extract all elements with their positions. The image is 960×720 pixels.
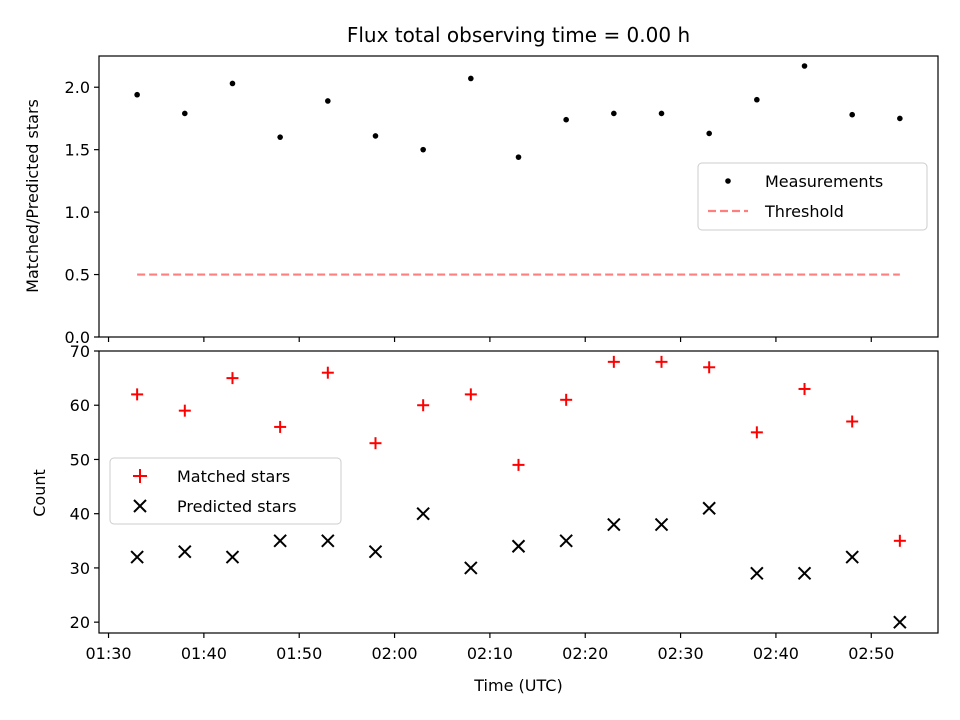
bottom-ytick-label: 70 (70, 342, 90, 361)
matched-stars-point (846, 415, 859, 428)
measurement-point (611, 110, 617, 117)
measurement-point (515, 154, 522, 160)
top-ytick-label: 2.0 (65, 78, 90, 97)
top-chart-title: Flux total observing time = 0.00 h (347, 23, 690, 47)
matched-stars-point (131, 388, 144, 401)
matched-stars-point (178, 404, 191, 417)
bottom-xtick-label: 02:20 (562, 644, 608, 663)
matched-stars-point (464, 388, 477, 401)
bottom-xtick-label: 02:30 (658, 644, 704, 663)
legend-measurements-marker (725, 178, 731, 184)
measurement-point (754, 96, 760, 103)
legend-predicted-marker (133, 499, 147, 513)
bottom-xtick-label: 01:40 (181, 644, 227, 663)
predicted-stars-point (845, 550, 859, 564)
predicted-stars-point (607, 517, 621, 532)
top-ytick-label: 1.5 (65, 141, 90, 160)
bottom-ytick-label: 20 (70, 613, 90, 632)
matched-stars-point (512, 458, 525, 471)
measurement-point (134, 91, 140, 98)
matched-stars-point (703, 361, 716, 374)
predicted-stars-point (702, 501, 716, 515)
bottom-ytick-label: 30 (70, 559, 90, 578)
predicted-stars-point (178, 544, 192, 559)
measurement-point (801, 63, 808, 69)
top-axes: Flux total observing time = 0.00 h Match… (23, 23, 939, 347)
predicted-stars-point (130, 550, 144, 564)
measurement-point (658, 110, 665, 117)
predicted-stars-point (797, 566, 812, 581)
matched-stars-point (369, 437, 382, 450)
bottom-xtick-label: 01:50 (276, 644, 322, 663)
legend-measurements-label: Measurements (765, 172, 883, 191)
measurement-point (372, 133, 379, 139)
predicted-stars-point (750, 566, 764, 581)
matched-stars-point (607, 355, 620, 368)
predicted-stars-point (321, 534, 335, 548)
bottom-xtick-label: 02:40 (753, 644, 799, 663)
bottom-xtick-label: 02:00 (372, 644, 418, 663)
predicted-stars-point (893, 615, 907, 629)
predicted-stars-point (225, 550, 240, 564)
measurement-point (325, 98, 331, 104)
top-ytick-label: 0.5 (65, 266, 90, 285)
matched-stars-point (321, 366, 334, 379)
bottom-xtick-label: 02:10 (467, 644, 513, 663)
top-ytick-label: 1.0 (65, 203, 90, 222)
measurement-point (706, 130, 712, 137)
bottom-axes: Count Time (UTC) 20 30 40 50 60 70 01:30 01:40… (30, 342, 939, 695)
predicted-stars-point (368, 544, 383, 559)
matched-stars-point (560, 393, 573, 406)
measurement-point (229, 80, 236, 87)
bottom-xlabel: Time (UTC) (473, 676, 562, 695)
predicted-stars-point (464, 561, 478, 575)
measurement-point (563, 116, 569, 123)
top-plot-frame (98, 55, 939, 338)
measurement-point (849, 111, 855, 118)
measurement-point (277, 134, 283, 140)
matched-stars-point (893, 534, 906, 547)
matched-stars-point (274, 420, 287, 433)
bottom-xtick-label: 02:50 (848, 644, 894, 663)
measurement-point (897, 115, 903, 122)
bottom-ylabel: Count (30, 469, 49, 517)
predicted-stars-point (559, 534, 573, 548)
bottom-ytick-label: 60 (70, 396, 90, 415)
legend-matched-label: Matched stars (177, 467, 290, 486)
legend-threshold-label: Threshold (764, 202, 844, 221)
bottom-plot-frame (98, 350, 939, 634)
top-legend: Measurements Threshold (697, 162, 928, 231)
measurement-point (468, 75, 474, 82)
matched-stars-point (417, 399, 430, 412)
measurement-point (182, 110, 188, 117)
legend-predicted-label: Predicted stars (177, 497, 297, 516)
bottom-ytick-label: 40 (70, 505, 90, 524)
matched-stars-point (798, 382, 811, 395)
matched-stars-point (750, 426, 763, 439)
predicted-stars-point (416, 506, 430, 521)
bottom-ytick-label: 50 (70, 450, 90, 469)
top-legend-box (697, 162, 928, 231)
matched-stars-point (655, 355, 668, 368)
predicted-stars-point (511, 539, 526, 553)
bottom-legend-box (109, 457, 342, 525)
predicted-stars-point (273, 534, 287, 548)
predicted-stars-point (654, 517, 669, 532)
measurement-point (420, 146, 426, 153)
top-ytick-label: 0.0 (65, 328, 90, 347)
bottom-xtick-label: 01:30 (85, 644, 131, 663)
top-ylabel: Matched/Predicted stars (23, 99, 42, 293)
matched-stars-point (226, 372, 239, 385)
bottom-legend: Matched stars Predicted stars (109, 457, 342, 525)
legend-matched-marker (133, 469, 147, 483)
